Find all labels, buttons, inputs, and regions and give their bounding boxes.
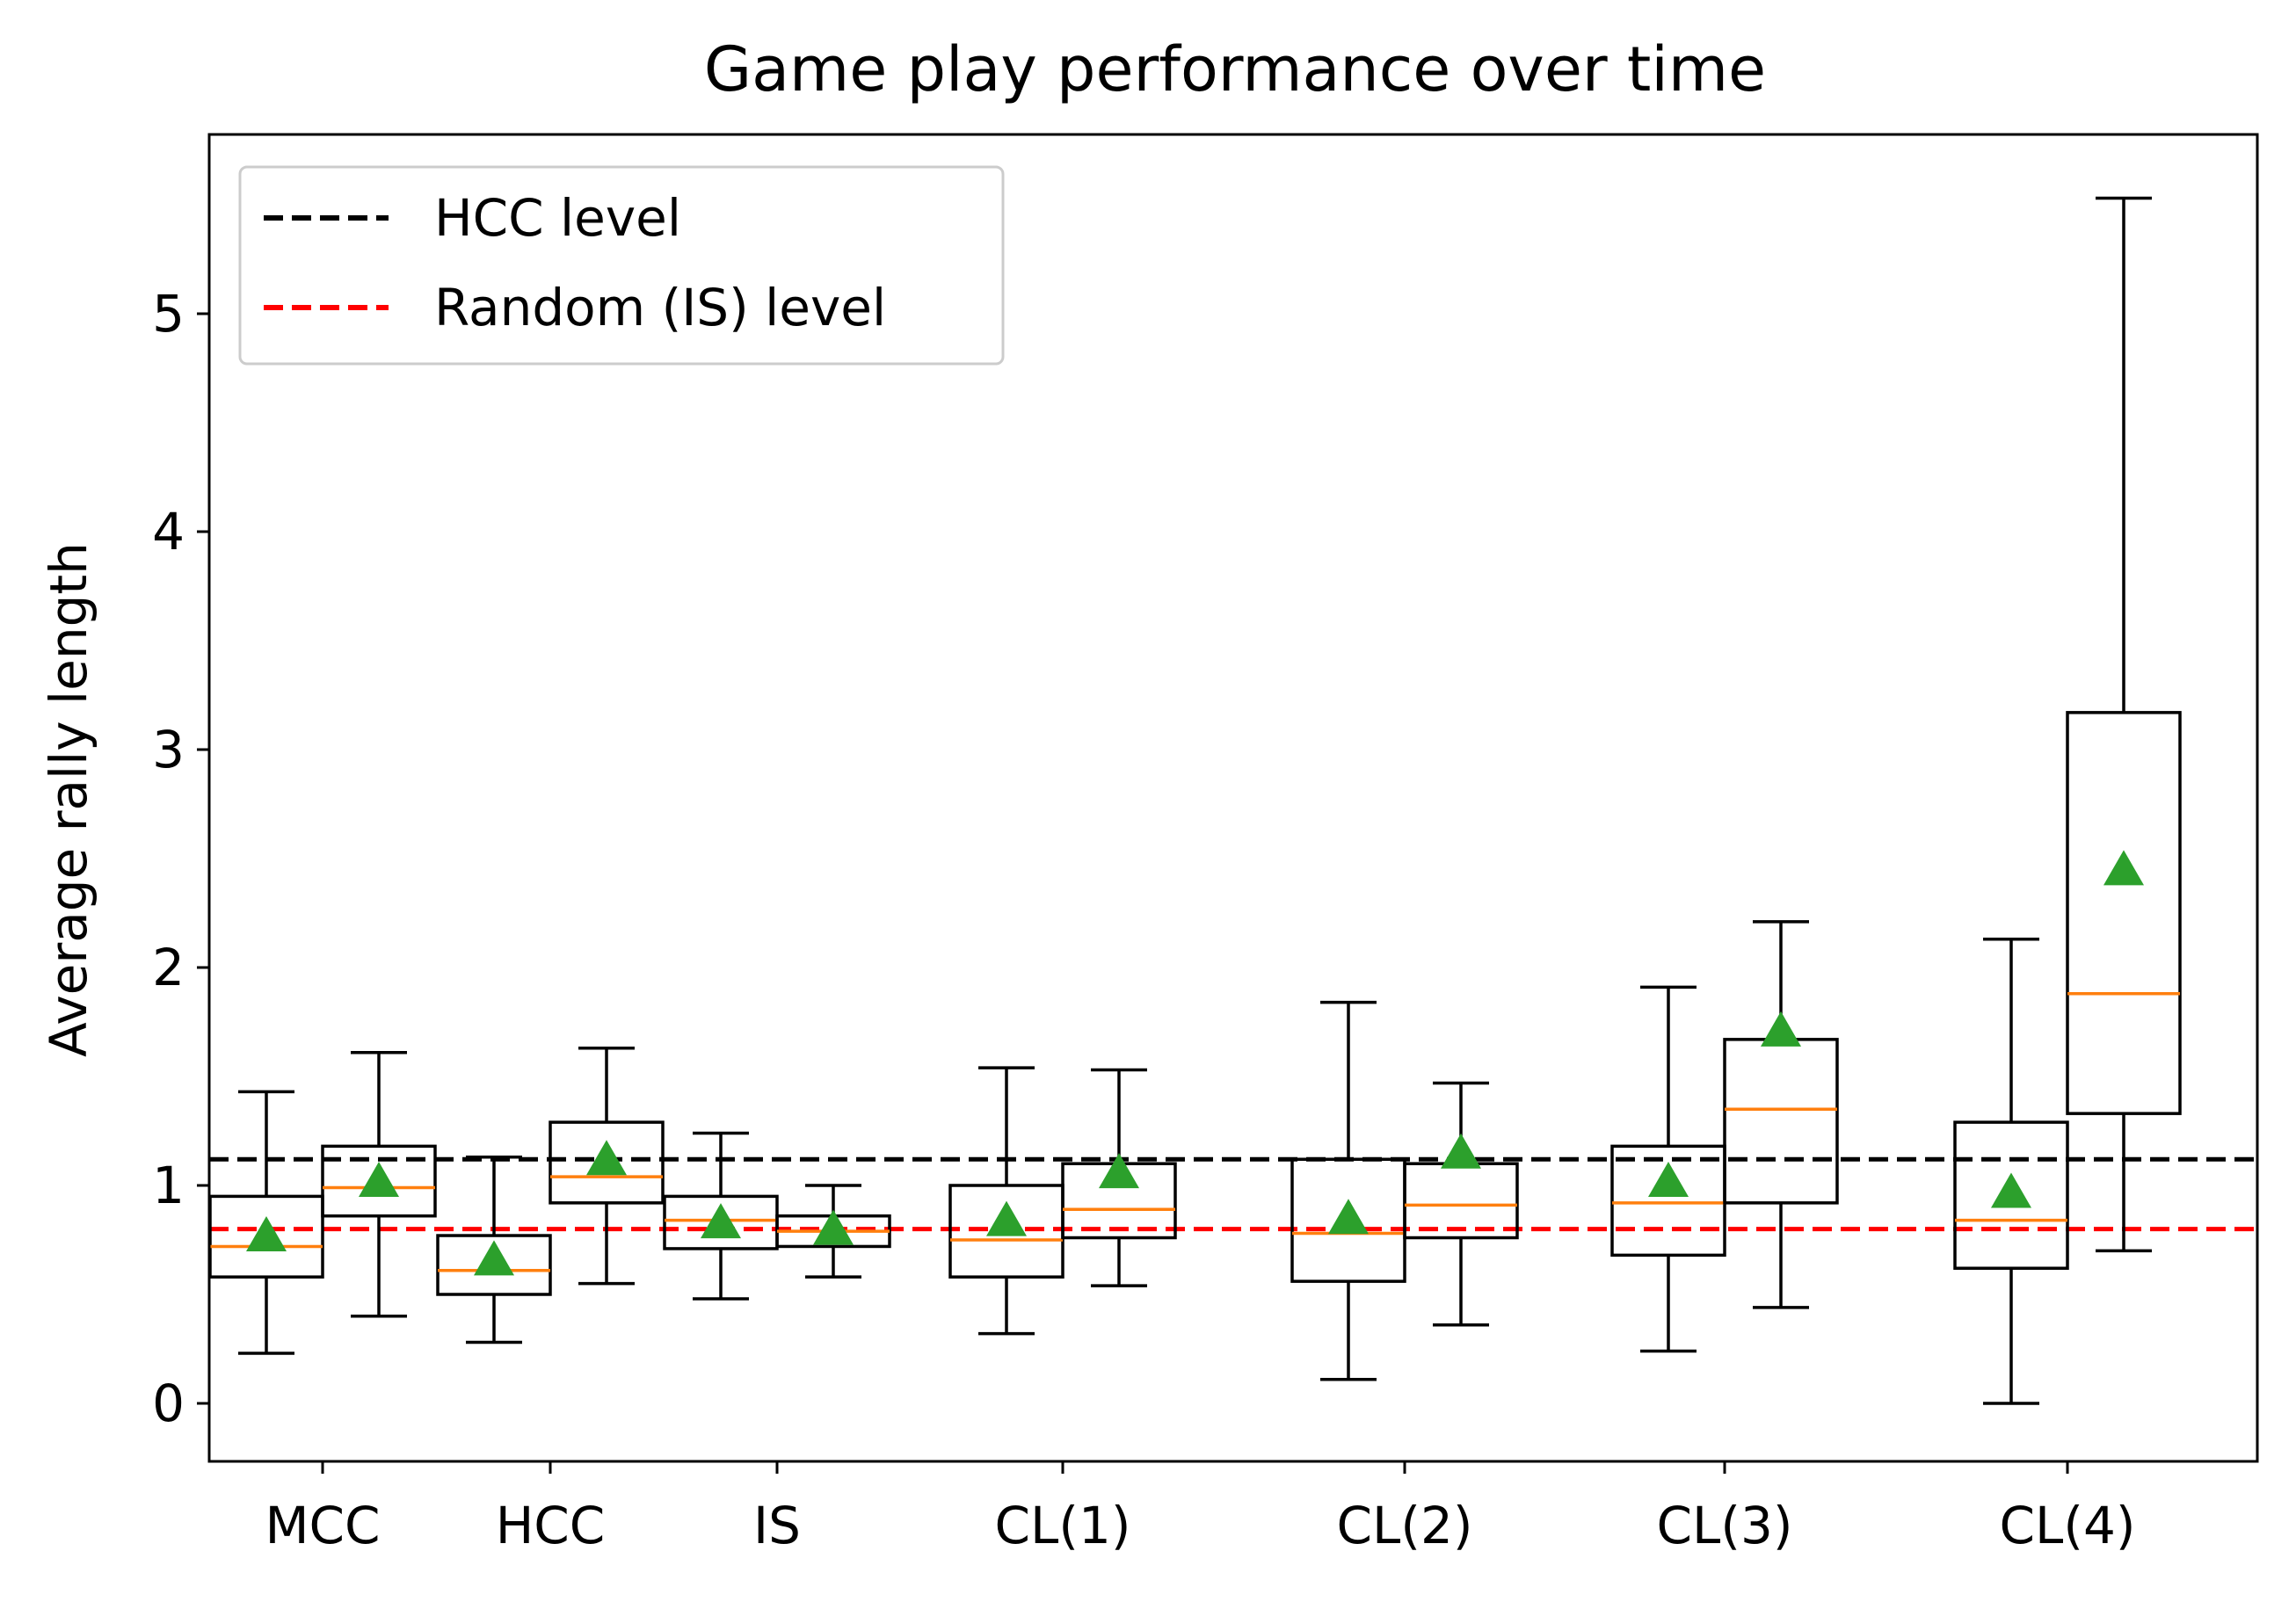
legend-box bbox=[238, 165, 1005, 366]
mean-marker-second bbox=[1761, 1011, 1801, 1047]
iqr-box-second bbox=[321, 1144, 437, 1218]
mean-marker-second bbox=[1441, 1133, 1481, 1169]
y-tick-label-2: 2 bbox=[152, 938, 185, 997]
box-group-cl3 bbox=[1610, 920, 1839, 1353]
box-group-hcc bbox=[436, 1047, 665, 1344]
x-tick-label-cl3: CL(3) bbox=[1657, 1496, 1793, 1555]
x-tick-label-cl1: CL(1) bbox=[995, 1496, 1131, 1555]
y-tick-label-5: 5 bbox=[152, 284, 185, 344]
mean-marker-second bbox=[359, 1162, 399, 1198]
iqr-box-second bbox=[2066, 711, 2182, 1115]
x-tick-label-cl4: CL(4) bbox=[2000, 1496, 2136, 1555]
legend-label-random-level: Random (IS) level bbox=[434, 278, 886, 337]
chart-title: Game play performance over time bbox=[704, 33, 1766, 105]
box-group-cl2 bbox=[1290, 1000, 1519, 1381]
y-tick-label-0: 0 bbox=[152, 1373, 185, 1433]
y-tick-label-1: 1 bbox=[152, 1156, 185, 1215]
y-tick-label-3: 3 bbox=[152, 720, 185, 779]
mean-marker-first bbox=[246, 1216, 287, 1252]
y-axis-label: Average rally length bbox=[39, 542, 98, 1057]
iqr-box-first bbox=[1953, 1120, 2069, 1270]
mean-marker-second bbox=[813, 1209, 854, 1245]
mean-marker-first bbox=[1991, 1172, 2031, 1208]
plot-frame bbox=[207, 133, 2259, 1463]
x-tick-label-cl2: CL(2) bbox=[1337, 1496, 1473, 1555]
y-axis: 0 1 2 3 4 5 bbox=[152, 284, 209, 1433]
x-tick-label-hcc: HCC bbox=[496, 1496, 606, 1555]
box-group-cl4 bbox=[1953, 196, 2182, 1405]
x-tick-label-is: IS bbox=[753, 1496, 801, 1555]
mean-marker-second bbox=[586, 1140, 627, 1176]
box-group-cl1 bbox=[948, 1066, 1177, 1336]
y-tick-label-4: 4 bbox=[152, 502, 185, 562]
legend: HCC level Random (IS) level bbox=[238, 165, 1005, 366]
box-group-is bbox=[663, 1131, 891, 1301]
box-groups bbox=[208, 196, 2182, 1405]
mean-marker-second bbox=[2103, 850, 2144, 886]
box-group-mcc bbox=[208, 1050, 437, 1355]
x-axis: MCC HCC IS CL(1) CL(2) CL(3) CL(4) bbox=[265, 1461, 2135, 1555]
iqr-box-second bbox=[549, 1120, 665, 1205]
mean-marker-first bbox=[474, 1240, 514, 1276]
iqr-box-first bbox=[436, 1234, 552, 1296]
x-tick-label-mcc: MCC bbox=[265, 1496, 380, 1555]
legend-label-hcc-level: HCC level bbox=[434, 188, 681, 248]
mean-marker-second bbox=[1099, 1153, 1139, 1189]
mean-marker-first bbox=[701, 1203, 741, 1239]
mean-marker-first bbox=[1328, 1199, 1369, 1235]
mean-marker-first bbox=[986, 1200, 1027, 1236]
mean-marker-first bbox=[1648, 1162, 1689, 1198]
